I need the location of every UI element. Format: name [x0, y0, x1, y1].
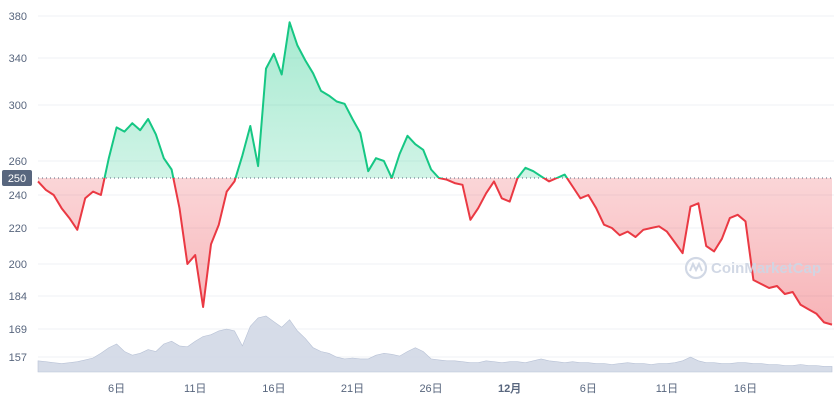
reference-label-text: 250 [8, 173, 26, 185]
coinmarketcap-logo-icon [684, 256, 708, 280]
x-tick-label: 12月 [498, 382, 521, 395]
x-axis: 6日 11日 16日 21日 26日 12月 6日 11日 16日 [108, 382, 757, 395]
price-fill [38, 22, 832, 325]
x-tick-label: 21日 [341, 383, 364, 395]
x-tick-label: 6日 [108, 383, 125, 395]
y-tick-label: 220 [9, 223, 27, 235]
price-line-above[interactable] [38, 21, 832, 324]
y-tick-label: 184 [9, 291, 27, 303]
price-line[interactable] [37, 21, 833, 326]
y-tick-label: 380 [9, 11, 27, 23]
grid-lines [38, 15, 834, 358]
x-tick-label: 16日 [262, 383, 285, 395]
y-tick-label: 169 [9, 324, 27, 336]
volume-area [37, 315, 833, 373]
price-line-below[interactable] [37, 22, 833, 326]
y-tick-label: 240 [9, 190, 27, 202]
reference-label-box [2, 170, 32, 186]
y-tick-label: 260 [9, 156, 27, 168]
y-tick-label: 300 [9, 100, 27, 112]
watermark: CoinMarketCap [684, 256, 821, 280]
fill-below-reference [38, 178, 832, 325]
x-tick-label: 26日 [419, 383, 442, 395]
y-tick-label: 340 [9, 53, 27, 65]
volume-area-path [37, 315, 833, 373]
y-axis: 157 169 184 200 220 240 260 300 340 380 [9, 11, 27, 364]
x-tick-label: 11日 [184, 383, 206, 395]
y-tick-label: 200 [9, 259, 27, 271]
fill-above-reference [38, 22, 832, 178]
x-tick-label: 16日 [734, 383, 757, 395]
watermark-text: CoinMarketCap [711, 260, 821, 277]
x-tick-label: 11日 [656, 383, 678, 395]
x-tick-label: 6日 [580, 383, 597, 395]
y-tick-label: 157 [9, 352, 27, 364]
reference-label: 250 [2, 170, 32, 186]
